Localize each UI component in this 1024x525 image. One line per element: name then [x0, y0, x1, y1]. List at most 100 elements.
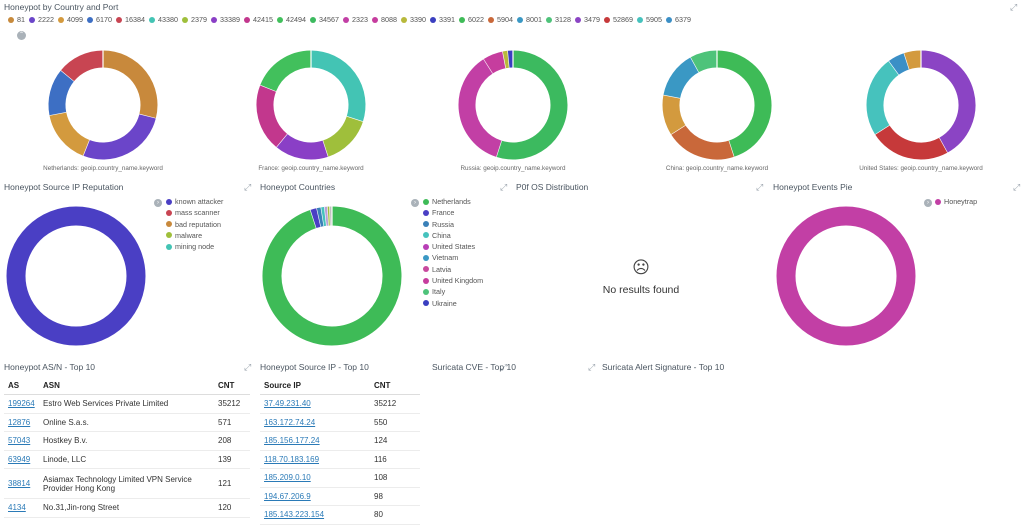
donut-slice[interactable] [717, 59, 763, 149]
legend-item[interactable]: 81 [8, 15, 25, 24]
asn-cell: Hostkey B.v. [39, 432, 214, 451]
donut-slice[interactable] [875, 68, 894, 130]
legend-item[interactable]: 43380 [149, 15, 178, 24]
legend-item[interactable]: Russia [423, 220, 483, 231]
col-header-as[interactable]: AS [4, 377, 39, 395]
donut-slice[interactable] [68, 59, 103, 76]
donut-slice[interactable] [695, 59, 717, 65]
donut-slice[interactable] [894, 61, 907, 68]
donut-slice[interactable] [265, 88, 282, 140]
donut-slice[interactable] [86, 116, 147, 151]
col-header-asn[interactable]: ASN [39, 377, 214, 395]
cnt-cell: 550 [370, 413, 420, 432]
donut-slice[interactable] [103, 59, 149, 116]
collapse-legend-icon[interactable]: ⌃ [17, 31, 26, 40]
legend-item[interactable]: China [423, 231, 483, 242]
legend-item[interactable]: 5905 [637, 15, 662, 24]
legend-item[interactable]: known attacker [166, 197, 223, 208]
legend-item[interactable]: 3390 [401, 15, 426, 24]
legend-item[interactable]: 3391 [430, 15, 455, 24]
source-ip-link[interactable]: 185.156.177.24 [264, 436, 320, 445]
donut-slice[interactable] [882, 130, 943, 151]
source-ip-link[interactable]: 194.67.206.9 [264, 492, 311, 501]
as-link[interactable]: 4134 [8, 503, 26, 512]
expand-icon[interactable]: ⤢ [244, 183, 251, 192]
expand-icon[interactable]: ⤢ [244, 363, 251, 372]
legend-item[interactable]: Ukraine [423, 299, 483, 310]
legend-item[interactable]: 2379 [182, 15, 207, 24]
legend-item[interactable]: Netherlands [423, 197, 483, 208]
legend-item[interactable]: United Kingdom [423, 276, 483, 287]
donut-slice[interactable] [268, 59, 311, 88]
donut-slice[interactable] [499, 59, 559, 151]
donut-slice[interactable] [311, 59, 357, 119]
col-header-cnt[interactable]: CNT [214, 377, 250, 395]
legend-item[interactable]: Vietnam [423, 253, 483, 264]
donut-slice[interactable] [907, 59, 921, 61]
legend-item[interactable]: 42415 [244, 15, 273, 24]
donut-slice[interactable] [272, 216, 392, 336]
legend-item[interactable]: 2222 [29, 15, 54, 24]
legend-item[interactable]: 5904 [488, 15, 513, 24]
expand-icon[interactable]: ⤢ [588, 363, 595, 372]
source-ip-link[interactable]: 37.49.231.40 [264, 399, 311, 408]
legend-item[interactable]: 8088 [372, 15, 397, 24]
legend-item[interactable]: Latvia [423, 265, 483, 276]
source-ip-link[interactable]: 118.70.183.169 [264, 455, 319, 464]
legend-item[interactable]: 34567 [310, 15, 339, 24]
legend-item[interactable]: mass scanner [166, 208, 223, 219]
col-header-source-ip[interactable]: Source IP [260, 377, 370, 395]
as-link[interactable]: 63949 [8, 455, 30, 464]
legend-item[interactable]: 4099 [58, 15, 83, 24]
legend-item[interactable]: United States [423, 242, 483, 253]
legend-item[interactable]: France [423, 208, 483, 219]
legend-item[interactable]: malware [166, 231, 223, 242]
expand-icon[interactable]: ⤢ [1013, 183, 1020, 192]
source-ip-cell: 118.70.183.169 [260, 450, 370, 469]
legend-toggle-icon[interactable]: › [924, 199, 932, 207]
donut-slice[interactable] [671, 96, 678, 129]
as-link[interactable]: 199264 [8, 399, 35, 408]
donut-slice[interactable] [504, 59, 508, 60]
legend-item[interactable]: 2323 [343, 15, 368, 24]
donut-slice[interactable] [488, 60, 504, 66]
legend-item[interactable]: 16384 [116, 15, 145, 24]
donut-slice[interactable] [313, 217, 318, 218]
legend-toggle-icon[interactable]: › [411, 199, 419, 207]
donut-slice[interactable] [58, 114, 86, 148]
legend-item[interactable]: 6379 [666, 15, 691, 24]
legend-toggle-icon[interactable]: › [154, 199, 162, 207]
donut-slice[interactable] [921, 59, 967, 145]
legend-item[interactable]: bad reputation [166, 220, 223, 231]
legend-item[interactable]: 8001 [517, 15, 542, 24]
donut-slice[interactable] [282, 140, 326, 151]
source-ip-link[interactable]: 185.143.223.154 [264, 510, 324, 519]
as-link[interactable]: 38814 [8, 479, 30, 488]
legend-item[interactable]: 3128 [546, 15, 571, 24]
donut-slice[interactable] [672, 65, 695, 97]
source-ip-link[interactable]: 185.209.0.10 [264, 473, 311, 482]
donut-slice[interactable] [57, 76, 68, 114]
legend-item[interactable]: Italy [423, 287, 483, 298]
donut-slice[interactable] [678, 130, 731, 151]
donut-slice[interactable] [16, 216, 136, 336]
expand-icon[interactable]: ⤢ [756, 183, 763, 192]
legend-item[interactable]: 6170 [87, 15, 112, 24]
legend-item[interactable]: Honeytrap [935, 197, 977, 208]
donut-slice[interactable] [325, 119, 355, 149]
col-header-cnt[interactable]: CNT [370, 377, 420, 395]
legend-item[interactable]: 3479 [575, 15, 600, 24]
legend-item[interactable]: 52869 [604, 15, 633, 24]
donut-slice[interactable] [467, 66, 499, 149]
expand-icon[interactable]: ⤢ [500, 183, 507, 192]
donut-slice[interactable] [786, 216, 906, 336]
legend-item[interactable]: 42494 [277, 15, 306, 24]
legend-item[interactable]: mining node [166, 242, 223, 253]
expand-icon[interactable]: ⤢ [1010, 3, 1017, 12]
legend-item[interactable]: 6022 [459, 15, 484, 24]
as-link[interactable]: 12876 [8, 418, 30, 427]
as-link[interactable]: 57043 [8, 436, 30, 445]
source-ip-link[interactable]: 163.172.74.24 [264, 418, 315, 427]
legend-item[interactable]: 33389 [211, 15, 240, 24]
